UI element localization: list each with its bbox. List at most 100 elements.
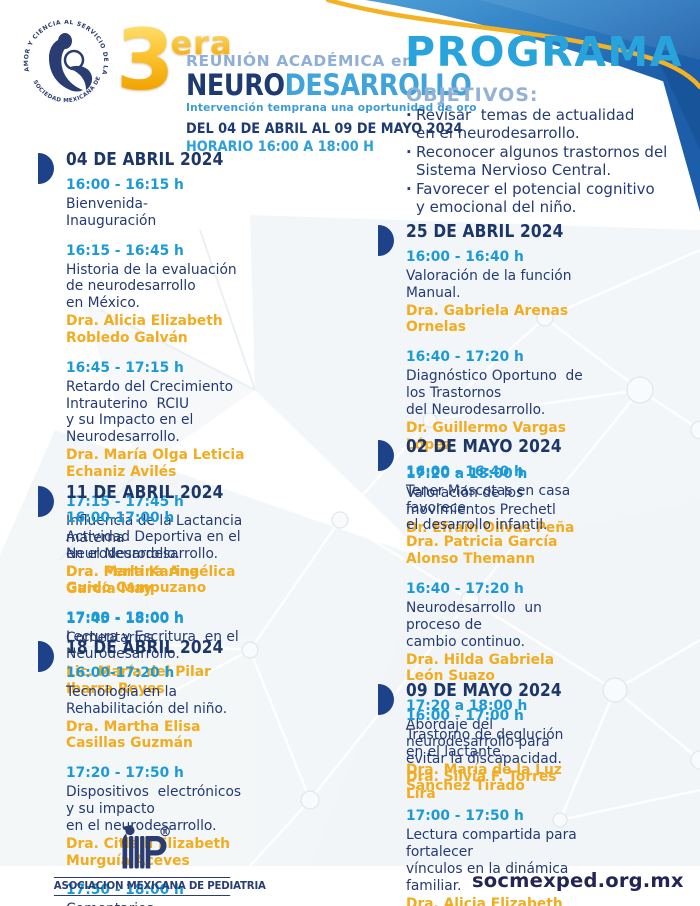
item-speaker: Dra. Martha Elisa Casillas Guzmán <box>66 718 206 752</box>
event-hours: HORARIO 16:00 A 18:00 H <box>186 138 374 155</box>
event-tagline: Intervención temprana una oportunidad de… <box>186 101 477 114</box>
item-time: 16:00-17:00 h <box>66 510 175 526</box>
objective-item: · Revisar temas de actualidad en el neuro… <box>406 106 700 143</box>
edition-number: 3 <box>116 11 175 109</box>
schedule-item: 16:00 - 16:40 h Tener Mascotas en casa fa… <box>406 464 583 568</box>
item-time: 16:15 - 16:45 h <box>66 242 184 259</box>
schedule-section: 09 DE MAYO 2024 16:00 - 17:00 h Trastorno … <box>378 681 583 906</box>
item-speaker: Dra. Alicia Elizabeth Robledo Galván <box>406 895 563 906</box>
item-time: 16:00 - 16:40 h <box>406 464 524 480</box>
item-title: Historia de la evaluación de neurodesarr… <box>66 261 237 312</box>
item-time: 17:20 a 18:00 h <box>406 698 528 715</box>
mother-child-figure <box>49 33 93 92</box>
schedule-item: 16:40 - 17:20 h Diagnóstico Oportuno de l… <box>406 349 585 453</box>
section-bullet-icon <box>38 486 54 517</box>
item-speaker: Dr. Guillermo Vargas López <box>406 419 571 453</box>
title-neuro: NEURO <box>186 68 285 102</box>
item-time: 16:00 - 16:15 h <box>66 177 184 193</box>
section-date: 18 DE ABRIL 2024 <box>66 638 224 658</box>
schedule-section: 04 DE ABRIL 2024 16:00 - 16:15 h Bienvenid… <box>38 150 245 660</box>
amp-association-block: R ASOCIACION MEXICANA DE PEDIATRIA <box>52 824 266 896</box>
schedule-section: 25 DE ABRIL 2024 16:00 - 16:40 h Valoració… <box>378 222 585 550</box>
schedule-item: 17:45 - 18:00 h Comentarios <box>66 611 245 647</box>
title-desarrollo: DESARROLLO <box>284 68 472 102</box>
item-title: Retardo del Crecimiento Intrauterino RCI… <box>66 378 234 446</box>
bullet-dot: · <box>406 142 412 161</box>
item-time: 16:40 - 17:20 h <box>406 581 524 598</box>
schedule-item: 16:40 - 17:20 h Neurodesarrollo un proces… <box>406 581 583 685</box>
item-time: 16:40 - 17:20 h <box>406 349 524 366</box>
item-title: Tener Mascotas en casa favorece el desar… <box>406 483 571 533</box>
item-time: 17:50 - 18:00 h <box>66 882 184 899</box>
item-time: 17:00 - 18:00 h <box>66 610 184 627</box>
section-date: 02 DE MAYO 2024 <box>406 437 562 457</box>
schedule-item: 16:15 - 16:45 h Historia de la evaluación… <box>66 243 245 347</box>
item-title: Tecnología en la Rehabilitación del niño… <box>66 684 228 717</box>
item-title: Influencia de la Lactancia materna en el… <box>66 512 243 563</box>
schedule-item: 16:45 - 17:15 h Retardo del Crecimiento I… <box>66 360 245 481</box>
schedule-item: 16:00 - 16:40 h Valoración de la función … <box>406 249 585 336</box>
schedule-item: 17:20 a 18:00 h Valoración de los movimie… <box>406 466 585 536</box>
item-speaker: Lic. María del Pilar Ibarra Reyes <box>66 663 216 697</box>
item-title: Comentarios <box>66 629 154 646</box>
item-speaker: Dr. Efraín Olivas Peña <box>406 520 575 537</box>
svg-text:R: R <box>163 830 168 836</box>
objective-item: · Favorecer el potencial cognitivo y emoc… <box>406 180 700 217</box>
schedule-item: 16:00 - 17:00 h Trastorno de deglución en… <box>406 708 583 795</box>
item-speaker: Dra. Martina Angélica Guido Campuzano <box>66 563 241 597</box>
schedule-item: 17:50 - 18:00 h Comentarios <box>66 882 245 906</box>
schedule-item: 17:15 - 17:45 h Influencia de la Lactanci… <box>66 494 245 598</box>
event-title-line: REUNIÓN ACADÉMICA en <box>186 52 414 70</box>
objective-text: Reconocer algunos trastornos del Sistema… <box>416 142 668 180</box>
item-time: 17:00 - 17:50 h <box>406 808 524 825</box>
item-title: Lectura compartida para fortalecer víncu… <box>406 827 577 894</box>
objective-text: Revisar temas de actualidad en el neurod… <box>416 106 635 143</box>
item-speaker: Dra. Hilda Gabriela León Suazo <box>406 651 559 685</box>
event-title-main: NEURODESARROLLO <box>186 68 472 102</box>
bullet-dot: · <box>406 106 412 124</box>
item-time: 17:15 - 17:45 h <box>66 493 184 510</box>
edition-suffix: era <box>170 24 233 62</box>
item-time: 16:00 - 16:40 h <box>406 249 524 265</box>
item-title: Trastorno de deglución en el lactante. <box>406 727 568 760</box>
schedule-item: 17:20 a 18:00 h Abordaje del neurodesarro… <box>406 698 583 802</box>
schedule-item: 16:00 - 16:15 h Bienvenida- Inauguración <box>66 177 245 230</box>
objective-item: · Reconocer algunos trastornos del Sistem… <box>406 143 700 180</box>
schedule-section: 11 DE ABRIL 2024 16:00-17:00 h Actividad D… <box>38 483 245 711</box>
item-time: 16:45 - 17:15 h <box>66 359 184 376</box>
item-time: 17:45 - 18:00 h <box>66 610 184 627</box>
item-title: Abordaje del neurodesarrollo para evitar… <box>406 717 562 767</box>
item-title: Comentarios <box>66 901 245 906</box>
event-date-range: DEL 04 DE ABRIL AL 09 DE MAYO 2024 <box>186 120 463 137</box>
item-title: Bienvenida- Inauguración <box>66 196 157 229</box>
section-date: 11 DE ABRIL 2024 <box>66 483 224 503</box>
item-speaker: Dra. Silvia F. Torres Lira <box>406 768 562 802</box>
section-date: 09 DE MAYO 2024 <box>406 681 562 701</box>
section-date: 04 DE ABRIL 2024 <box>66 150 224 170</box>
item-title: Valoración de los movimientos Prechetl <box>406 485 556 519</box>
item-speaker: Dra. Perla Karina García May <box>66 564 205 598</box>
objective-text: Favorecer el potencial cognitivo y emoci… <box>416 179 655 217</box>
bullet-dot: · <box>406 179 412 198</box>
association-name: ASOCIACION MEXICANA DE PEDIATRIA <box>53 877 266 896</box>
event-title-block: REUNIÓN ACADÉMICA en NEURODESARROLLO Int… <box>186 52 477 155</box>
item-time: 17:20 - 17:50 h <box>66 765 184 782</box>
objectives-list: · Revisar temas de actualidad en el neuro… <box>406 106 700 217</box>
item-speaker: Dra. Patricia García Alonso Themann <box>406 534 563 568</box>
item-time: 16:00-17:20 h <box>66 665 175 681</box>
schedule-section: 02 DE MAYO 2024 16:00 - 16:40 h Tener Masc… <box>378 437 583 815</box>
schedule-item: 17:00 - 18:00 h Lectura y Escritura en el… <box>66 610 245 697</box>
smp-pediatria-logo: AMOR Y CIENCIA AL SERVICIO DE LA NIÑEZ S… <box>16 20 108 104</box>
schedule-item: 17:00 - 17:50 h Lectura compartida para f… <box>406 808 583 906</box>
schedule-item: 16:00-17:00 h Actividad Deportiva en el N… <box>66 510 245 597</box>
item-time: 17:20 a 18:00 h <box>406 466 528 483</box>
item-title: Actividad Deportiva en el Neurodesarroll… <box>66 529 245 562</box>
item-title: Lectura y Escritura en el Neurodesarroll… <box>66 629 244 663</box>
item-speaker: Dra. Alicia Elizabeth Robledo Galván <box>66 313 228 346</box>
item-time: 16:00 - 17:00 h <box>406 708 524 724</box>
section-bullet-icon <box>378 440 394 471</box>
objectives-title: OBJETIVOS: <box>406 84 539 106</box>
schedule-section: 18 DE ABRIL 2024 16:00-17:20 h Tecnología … <box>38 638 245 906</box>
amp-logo: R <box>122 824 170 869</box>
